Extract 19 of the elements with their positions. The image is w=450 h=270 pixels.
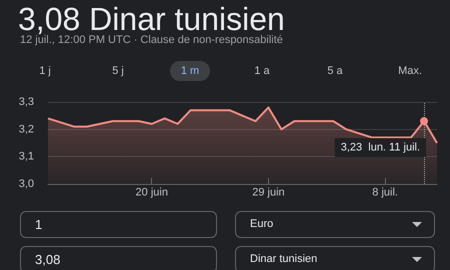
text: 5 j — [111, 64, 125, 79]
y-tick-label: 3,1 — [18, 150, 34, 163]
text: 1 m — [170, 61, 210, 81]
y-tick-label: 3,0 — [18, 178, 34, 190]
text: Dinar tunisien — [235, 246, 435, 270]
y-tick-label: 3,3 — [18, 96, 34, 108]
y-tick-label: 3,2 — [18, 123, 34, 136]
text: 1 j — [38, 64, 52, 79]
text: 1 a — [253, 64, 271, 79]
x-tick-label: 20 juin — [136, 186, 168, 198]
text: 1 — [20, 211, 217, 238]
text: 3,08 — [20, 246, 217, 270]
x-tick-label: 29 juin — [252, 186, 285, 198]
chart-subtitle: 12 juil., 12:00 PM UTC · Clause de non-responsabilité — [20, 34, 283, 46]
x-tick-label: 8 juil. — [372, 186, 398, 198]
text: Max. — [397, 64, 423, 79]
text: Euro — [235, 211, 435, 238]
annotation: 3,23 lun. 11 juil. — [340, 142, 420, 154]
text: 5 a — [326, 64, 344, 79]
